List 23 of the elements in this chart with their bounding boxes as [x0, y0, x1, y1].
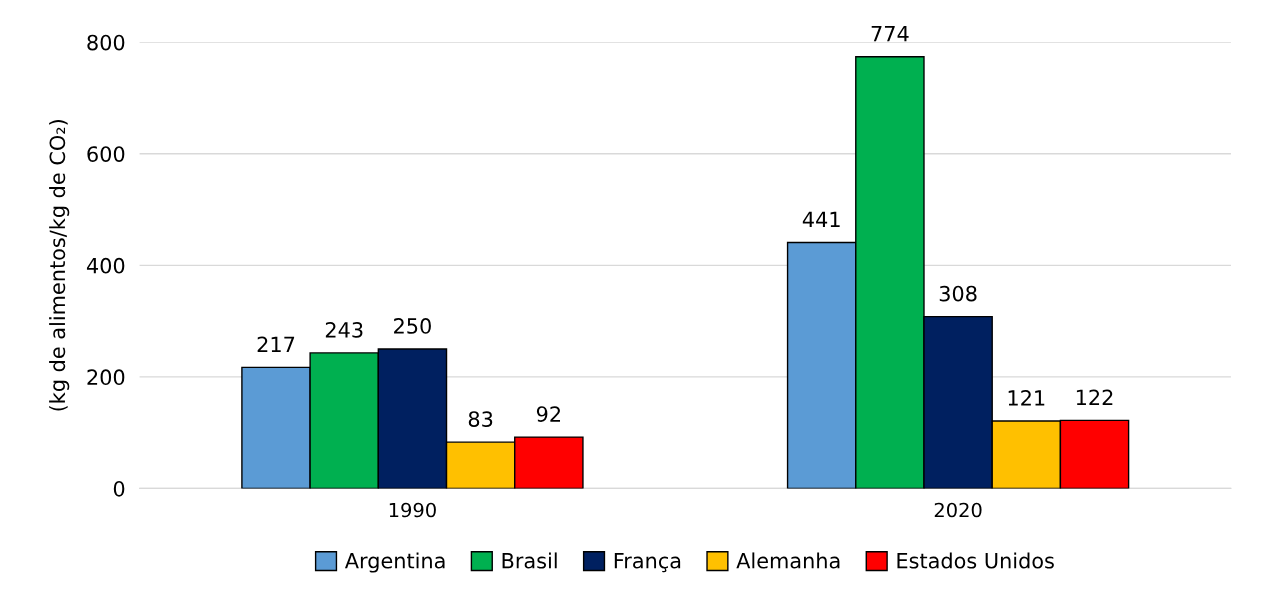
data-label: 441	[802, 211, 840, 228]
x-tick-label: 2020	[934, 502, 982, 518]
data-label: 243	[325, 321, 363, 338]
data-label: 774	[871, 26, 909, 42]
y-axis-title: (kg de alimentos/kg de CO₂)	[49, 120, 70, 411]
y-tick-label: 600	[87, 146, 125, 162]
y-tick-label: 400	[86, 257, 125, 274]
data-label: 92	[536, 406, 561, 422]
x-tick-label: 1990	[389, 502, 436, 518]
data-label: 122	[1076, 389, 1113, 405]
data-label: 217	[257, 336, 295, 352]
y-tick-label: 0	[113, 480, 125, 497]
data-label: 83	[468, 411, 493, 427]
data-label: 121	[1008, 390, 1045, 406]
y-tick-label: 200	[87, 369, 125, 386]
legend-label: Alemanha	[736, 552, 840, 569]
legend-label: Brasil	[502, 552, 557, 569]
legend-label: França	[614, 553, 681, 573]
data-label: 250	[394, 318, 431, 334]
legend-label: Estados Unidos	[897, 552, 1054, 569]
legend-label: Argentina	[344, 552, 445, 573]
data-label: 308	[939, 285, 977, 302]
y-tick-label: 800	[87, 34, 125, 51]
